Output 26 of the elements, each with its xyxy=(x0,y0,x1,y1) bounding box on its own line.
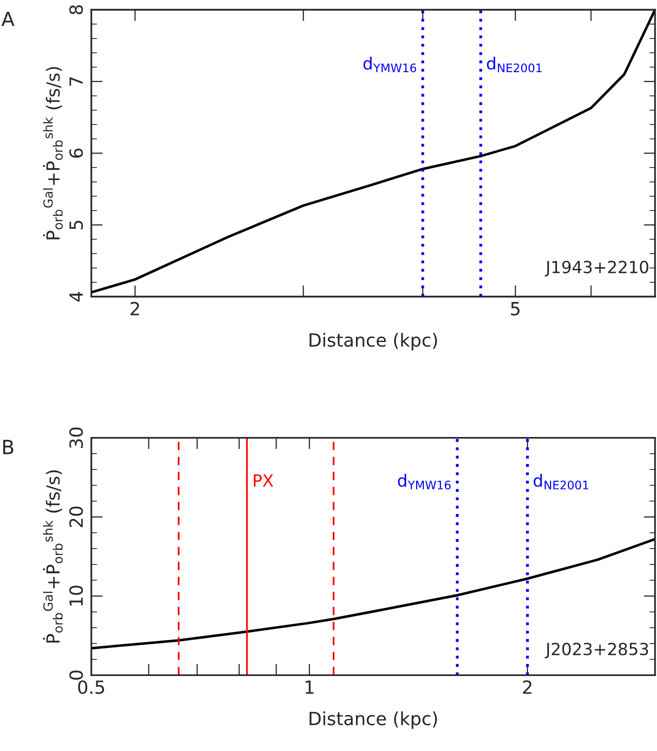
annotation: J2023+2853 xyxy=(544,642,648,658)
y-tick-label: 10 xyxy=(69,586,83,606)
x-tick-label: 2 xyxy=(130,302,139,316)
y-tick-label: 8 xyxy=(69,5,83,14)
ref-line-label: PX xyxy=(254,474,274,487)
x-tick-label: 0.5 xyxy=(78,680,104,694)
annotation: J1943+2210 xyxy=(544,260,648,276)
y-tick-label: 20 xyxy=(69,506,83,528)
x-tick-label: 2 xyxy=(523,680,532,694)
text: A xyxy=(1,12,14,26)
y-axis-title: Ṗ$_{orb}$$^{Gal}$+Ṗ$_{orb}$$^{shk}$ (fs/s) xyxy=(43,470,63,643)
y-tick-label: 7 xyxy=(70,77,83,86)
text: B xyxy=(3,440,14,454)
y-tick-label: 30 xyxy=(69,428,83,448)
x-tick-label: 1 xyxy=(306,680,314,694)
ref-line-label: d$_{YMW16}$ xyxy=(398,474,451,490)
y-tick-label: 0 xyxy=(69,670,83,680)
y-axis-title: Ṗ$_{orb}$$^{Gal}$+Ṗ$_{orb}$$^{shk}$ (fs/s) xyxy=(43,67,63,240)
x-axis-title: Distance (kpc) xyxy=(310,332,437,350)
ref-line-label: d$_{YMW16}$ xyxy=(363,56,416,72)
x-axis-title: Distance (kpc) xyxy=(310,711,437,729)
y-tick-label: 4 xyxy=(70,292,83,302)
ref-line-label: d$_{NE2001}$ xyxy=(486,56,542,72)
y-tick-label: 6 xyxy=(69,148,83,158)
ref-line-label: d$_{NE2001}$ xyxy=(534,474,588,490)
y-tick-label: 5 xyxy=(70,220,83,230)
